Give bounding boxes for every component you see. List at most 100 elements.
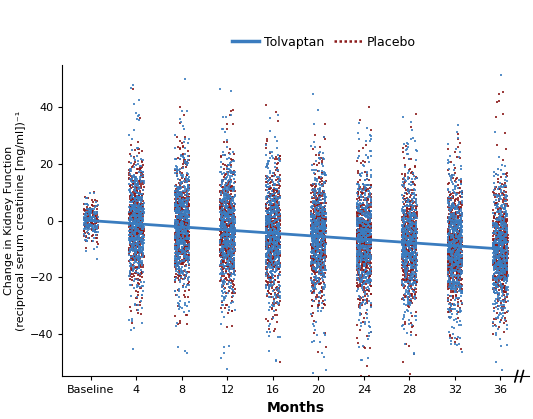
Point bbox=[126, 247, 134, 254]
Point bbox=[178, 205, 187, 212]
Point bbox=[362, 240, 370, 247]
Point bbox=[352, 210, 361, 216]
Point bbox=[453, 190, 461, 197]
Point bbox=[136, 271, 144, 277]
Point bbox=[455, 218, 463, 225]
Point bbox=[405, 271, 414, 277]
Point bbox=[131, 200, 139, 207]
Point bbox=[263, 328, 272, 335]
Point bbox=[401, 219, 409, 226]
Point bbox=[495, 287, 504, 293]
Point bbox=[317, 191, 326, 197]
Point bbox=[317, 243, 325, 250]
Point bbox=[405, 187, 414, 194]
Point bbox=[79, 228, 88, 235]
Point bbox=[273, 230, 281, 237]
Point bbox=[316, 223, 324, 230]
Point bbox=[451, 238, 459, 245]
Point bbox=[131, 253, 139, 260]
Point bbox=[492, 226, 500, 233]
Point bbox=[407, 266, 415, 273]
Point bbox=[181, 300, 189, 307]
Point bbox=[356, 211, 364, 217]
Point bbox=[458, 237, 466, 244]
Point bbox=[274, 112, 282, 119]
Point bbox=[83, 206, 91, 213]
Point bbox=[263, 265, 271, 272]
Point bbox=[448, 204, 457, 210]
Point bbox=[313, 257, 321, 264]
Point bbox=[448, 241, 456, 248]
Point bbox=[310, 255, 318, 261]
Point bbox=[266, 199, 274, 206]
Point bbox=[224, 213, 232, 220]
Point bbox=[352, 221, 361, 228]
Point bbox=[457, 189, 466, 196]
Point bbox=[316, 290, 324, 296]
Point bbox=[132, 197, 141, 204]
Point bbox=[262, 213, 270, 220]
Point bbox=[171, 208, 179, 215]
Point bbox=[443, 217, 452, 224]
Point bbox=[182, 169, 191, 176]
Point bbox=[307, 183, 316, 189]
Point bbox=[501, 211, 510, 217]
Point bbox=[455, 238, 464, 245]
Point bbox=[450, 267, 458, 274]
Point bbox=[271, 243, 280, 250]
Point bbox=[172, 237, 180, 244]
Point bbox=[398, 191, 406, 198]
Point bbox=[138, 238, 146, 245]
Point bbox=[307, 222, 316, 229]
Point bbox=[457, 189, 466, 196]
Point bbox=[447, 251, 455, 257]
Point bbox=[367, 230, 375, 237]
Point bbox=[446, 258, 454, 265]
Point bbox=[184, 235, 192, 242]
Point bbox=[366, 252, 374, 259]
Point bbox=[354, 237, 363, 243]
Point bbox=[355, 302, 364, 308]
Point bbox=[268, 301, 277, 308]
Point bbox=[398, 208, 407, 215]
Point bbox=[362, 221, 371, 228]
Point bbox=[411, 278, 420, 285]
Point bbox=[320, 254, 329, 261]
Point bbox=[454, 262, 463, 269]
Point bbox=[355, 231, 364, 238]
Point bbox=[363, 271, 372, 277]
Point bbox=[184, 181, 192, 188]
Point bbox=[503, 212, 512, 219]
Point bbox=[364, 254, 373, 261]
Point bbox=[360, 228, 368, 235]
Point bbox=[219, 232, 227, 238]
Point bbox=[175, 197, 184, 204]
Point bbox=[490, 250, 499, 256]
Point bbox=[453, 218, 462, 225]
Legend: Tolvaptan, Placebo: Tolvaptan, Placebo bbox=[227, 31, 421, 54]
Point bbox=[499, 248, 507, 254]
Point bbox=[366, 202, 375, 209]
Point bbox=[358, 279, 366, 285]
Point bbox=[309, 261, 317, 268]
Point bbox=[223, 188, 231, 195]
Point bbox=[137, 206, 146, 212]
Point bbox=[134, 228, 142, 235]
Point bbox=[492, 250, 500, 256]
Point bbox=[311, 195, 319, 202]
Point bbox=[490, 253, 499, 260]
Point bbox=[177, 222, 186, 229]
Point bbox=[320, 218, 329, 225]
Point bbox=[447, 274, 456, 281]
Point bbox=[174, 235, 183, 242]
Point bbox=[221, 242, 229, 249]
Point bbox=[273, 230, 282, 236]
Point bbox=[401, 283, 409, 290]
Point bbox=[134, 275, 143, 282]
Point bbox=[455, 279, 464, 286]
Point bbox=[270, 238, 279, 245]
Point bbox=[317, 240, 326, 247]
Point bbox=[225, 220, 234, 227]
Point bbox=[367, 253, 375, 260]
Point bbox=[134, 255, 142, 261]
